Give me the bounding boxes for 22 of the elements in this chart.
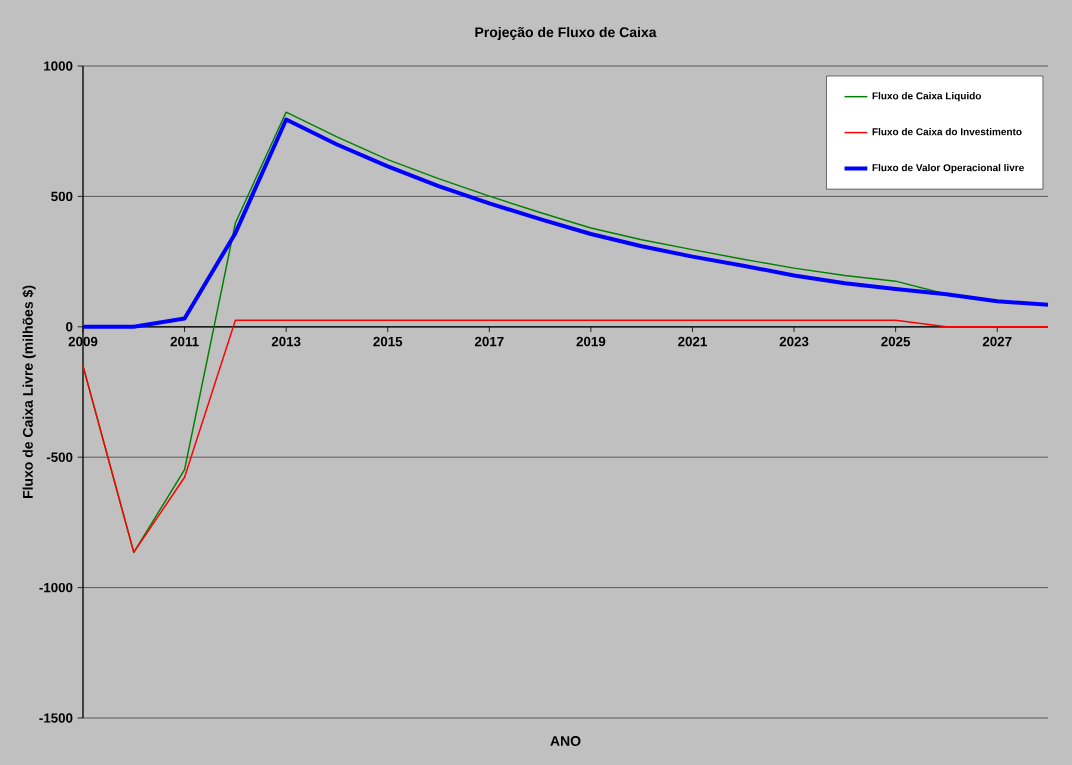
y-tick-label: -1000 bbox=[39, 582, 73, 593]
x-tick-label: 2021 bbox=[678, 336, 707, 347]
x-tick-label: 2015 bbox=[373, 336, 403, 347]
y-tick-label: 0 bbox=[66, 322, 73, 332]
y-axis-title: Fluxo de Caixa Livre (milhões $) bbox=[22, 285, 36, 499]
chart-title: Projeção de Fluxo de Caixa bbox=[475, 26, 657, 40]
legend-label: Fluxo de Caixa do Investimento bbox=[872, 127, 1022, 136]
x-tick-label: 2011 bbox=[170, 336, 199, 347]
legend-label: Fluxo de Caixa Liquido bbox=[872, 92, 982, 102]
x-tick-label: 2013 bbox=[271, 336, 301, 347]
x-axis-title: ANO bbox=[550, 736, 581, 746]
y-tick-label: 1000 bbox=[44, 61, 73, 71]
x-tick-label: 2023 bbox=[779, 336, 809, 347]
x-tick-label: 2025 bbox=[881, 336, 911, 347]
x-tick-label: 2017 bbox=[474, 336, 504, 347]
y-tick-label: -1500 bbox=[39, 713, 73, 723]
legend-label: Fluxo de Valor Operacional livre bbox=[872, 163, 1024, 174]
line-series bbox=[81, 117, 1050, 329]
y-tick-label: 500 bbox=[51, 191, 73, 202]
x-tick-label: 2027 bbox=[982, 336, 1012, 347]
x-tick-label: 2019 bbox=[576, 336, 606, 347]
y-tick-label: -500 bbox=[46, 452, 73, 462]
